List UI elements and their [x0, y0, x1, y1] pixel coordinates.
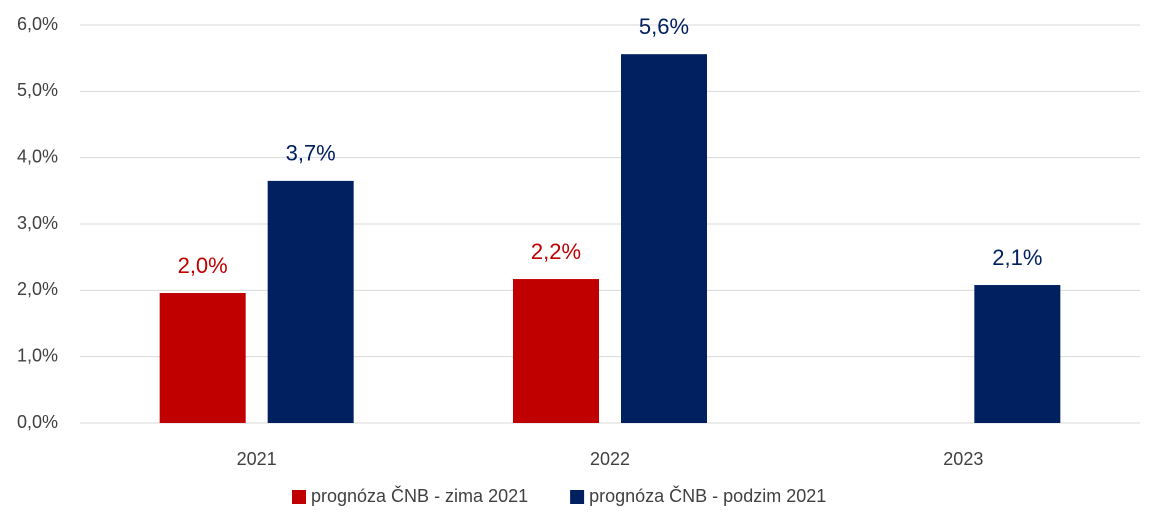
y-tick-label: 5,0%: [17, 80, 58, 100]
y-tick-label: 6,0%: [17, 14, 58, 34]
legend-swatch: [570, 490, 585, 504]
legend-label: prognóza ČNB - zima 2021: [311, 485, 528, 506]
bar: [513, 279, 599, 423]
y-tick-label: 3,0%: [17, 213, 58, 233]
y-tick-label: 4,0%: [17, 146, 58, 166]
bar: [974, 285, 1061, 423]
bar: [621, 54, 707, 423]
value-label: 2,2%: [531, 239, 581, 264]
value-label: 5,6%: [639, 14, 689, 39]
y-tick-label: 1,0%: [17, 345, 58, 365]
value-label: 2,0%: [178, 253, 228, 278]
x-tick-label: 2023: [943, 449, 983, 469]
y-tick-label: 2,0%: [17, 279, 58, 299]
value-label: 2,1%: [992, 245, 1042, 270]
legend-swatch: [292, 490, 306, 504]
bar: [267, 180, 354, 423]
y-tick-label: 0,0%: [17, 412, 58, 432]
x-tick-label: 2022: [590, 449, 630, 469]
bar: [159, 292, 246, 423]
legend-label: prognóza ČNB - podzim 2021: [589, 485, 826, 506]
x-tick-label: 2021: [237, 449, 277, 469]
value-label: 3,7%: [286, 141, 336, 166]
